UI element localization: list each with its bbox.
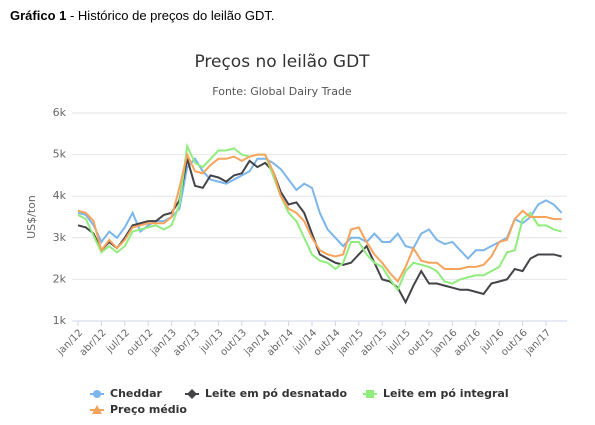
x-tick-label: abr/14 xyxy=(265,327,296,358)
legend-label: Leite em pó integral xyxy=(383,387,509,400)
y-tick-label: 5k xyxy=(53,148,67,161)
y-tick-label: 3k xyxy=(53,231,67,244)
x-tick-label: abr/12 xyxy=(78,327,109,358)
y-tick-label: 6k xyxy=(53,106,67,119)
legend-marker xyxy=(187,389,197,399)
series-line xyxy=(77,158,562,305)
x-tick-label: out/15 xyxy=(405,327,436,358)
x-tick-label: abr/13 xyxy=(171,327,202,358)
legend-marker xyxy=(92,405,102,414)
y-axis-label: US$/ton xyxy=(25,195,38,239)
x-tick-label: out/14 xyxy=(312,327,343,358)
chart-title: Preços no leilão GDT xyxy=(194,52,370,72)
x-tick-label: out/13 xyxy=(218,327,249,358)
x-tick-label: abr/15 xyxy=(359,327,390,358)
series-line xyxy=(77,142,562,292)
y-tick-label: 4k xyxy=(53,189,67,202)
x-tick-label: jan/17 xyxy=(523,327,554,358)
legend-marker xyxy=(366,390,374,398)
x-tick-label: out/16 xyxy=(499,327,530,358)
x-tick-label: abr/16 xyxy=(452,327,483,358)
legend-label: Cheddar xyxy=(110,387,163,400)
series-line xyxy=(77,157,563,261)
legend-label: Preço médio xyxy=(110,403,187,416)
header: Gráfico 1 - Histórico de preços do leilã… xyxy=(10,8,274,23)
legend-marker xyxy=(93,390,101,398)
y-tick-label: 1k xyxy=(53,314,67,327)
x-tick-label: out/12 xyxy=(125,327,156,358)
y-tick-label: 2k xyxy=(53,272,67,285)
header-text: - Histórico de preços do leilão GDT. xyxy=(66,8,274,23)
header-label: Gráfico 1 xyxy=(10,8,66,23)
legend-label: Leite em pó desnatado xyxy=(205,387,347,400)
chart-subtitle: Fonte: Global Dairy Trade xyxy=(212,85,352,98)
series-line xyxy=(77,151,562,284)
